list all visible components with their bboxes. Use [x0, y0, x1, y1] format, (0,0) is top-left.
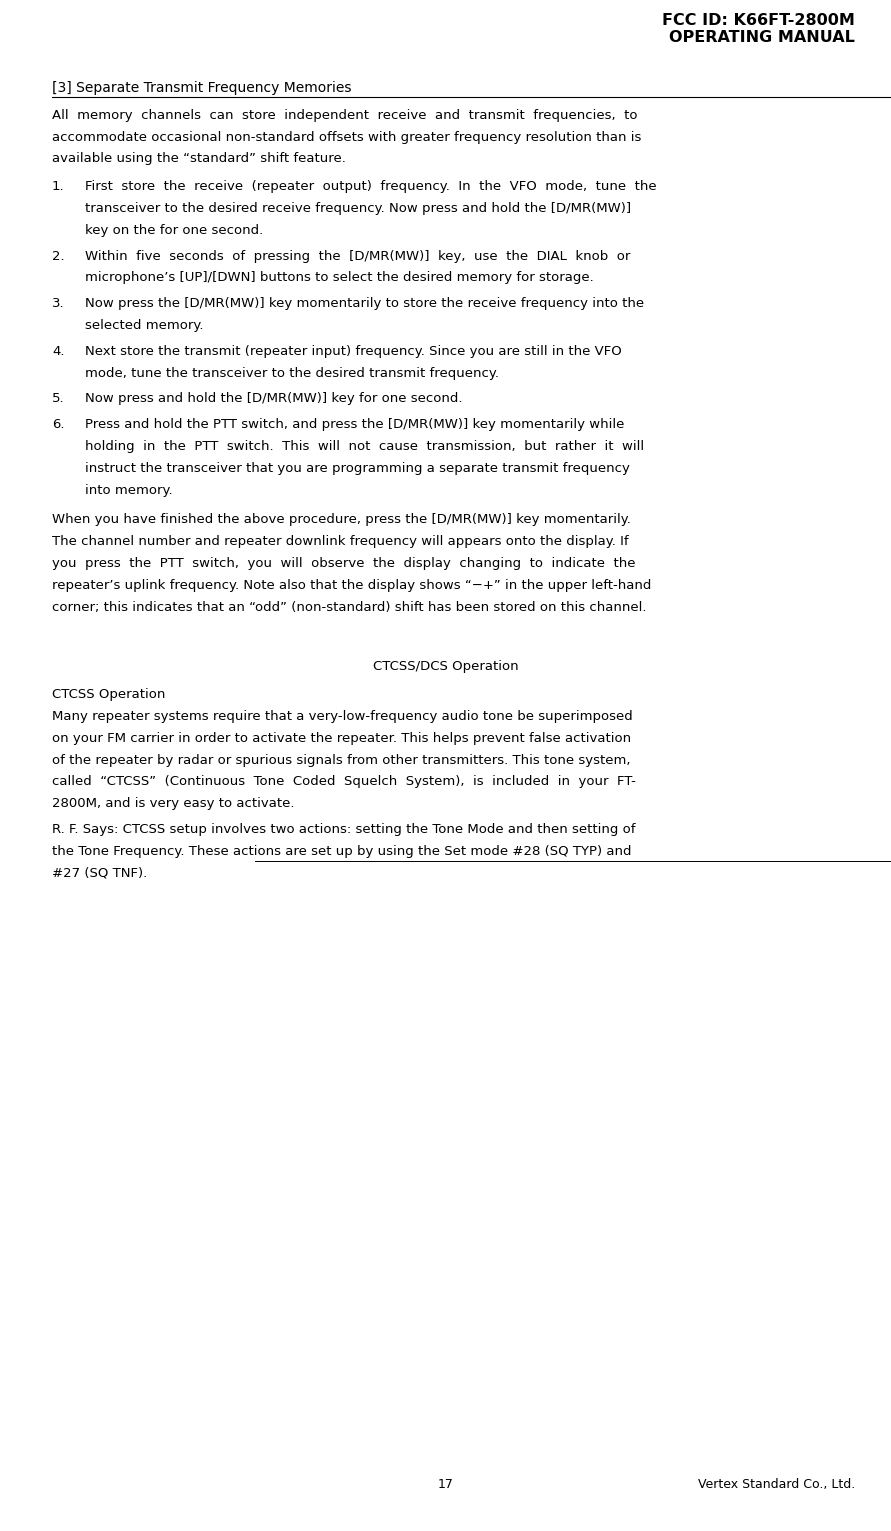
Text: instruct the transceiver that you are programming a separate transmit frequency: instruct the transceiver that you are pr…	[85, 462, 630, 475]
Text: Within  five  seconds  of  pressing  the  [D/MR(MW)]  key,  use  the  DIAL  knob: Within five seconds of pressing the [D/M…	[85, 250, 630, 263]
Text: First  store  the  receive  (repeater  output)  frequency.  In  the  VFO  mode, : First store the receive (repeater output…	[85, 181, 657, 193]
Text: microphone’s [UP]/[DWN] buttons to select the desired memory for storage.: microphone’s [UP]/[DWN] buttons to selec…	[85, 271, 593, 285]
Text: corner; this indicates that an “odd” (non-standard) shift has been stored on thi: corner; this indicates that an “odd” (no…	[52, 600, 647, 614]
Text: All  memory  channels  can  store  independent  receive  and  transmit  frequenc: All memory channels can store independen…	[52, 109, 637, 122]
Text: into memory.: into memory.	[85, 484, 173, 496]
Text: selected memory.: selected memory.	[85, 318, 203, 332]
Text: available using the “standard” shift feature.: available using the “standard” shift fea…	[52, 153, 346, 165]
Text: [3] Separate Transmit Frequency Memories: [3] Separate Transmit Frequency Memories	[52, 81, 352, 95]
Text: repeater’s uplink frequency. Note also that the display shows “−+” in the upper : repeater’s uplink frequency. Note also t…	[52, 579, 651, 592]
Text: called  “CTCSS”  (Continuous  Tone  Coded  Squelch  System),  is  included  in  : called “CTCSS” (Continuous Tone Coded Sq…	[52, 775, 636, 788]
Text: 3.: 3.	[52, 297, 65, 311]
Text: 5.: 5.	[52, 392, 65, 406]
Text: Vertex Standard Co., Ltd.: Vertex Standard Co., Ltd.	[698, 1477, 855, 1491]
Text: transceiver to the desired receive frequency. Now press and hold the [D/MR(MW)]: transceiver to the desired receive frequ…	[85, 202, 631, 214]
Text: the Tone Frequency. These actions are set up by using the Set mode #28 (SQ TYP) : the Tone Frequency. These actions are se…	[52, 845, 632, 857]
Text: Next store the transmit (repeater input) frequency. Since you are still in the V: Next store the transmit (repeater input)…	[85, 344, 622, 358]
Text: 1.: 1.	[52, 181, 65, 193]
Text: mode, tune the transceiver to the desired transmit frequency.: mode, tune the transceiver to the desire…	[85, 366, 499, 380]
Text: key on the for one second.: key on the for one second.	[85, 224, 263, 237]
Text: Press and hold the PTT switch, and press the [D/MR(MW)] key momentarily while: Press and hold the PTT switch, and press…	[85, 418, 625, 432]
Text: 17: 17	[437, 1477, 454, 1491]
Text: 6.: 6.	[52, 418, 64, 432]
Text: OPERATING MANUAL: OPERATING MANUAL	[669, 31, 855, 44]
Text: 2800M, and is very easy to activate.: 2800M, and is very easy to activate.	[52, 798, 295, 810]
Text: 4.: 4.	[52, 344, 64, 358]
Text: FCC ID: K66FT-2800M: FCC ID: K66FT-2800M	[662, 12, 855, 28]
Text: Now press and hold the [D/MR(MW)] key for one second.: Now press and hold the [D/MR(MW)] key fo…	[85, 392, 462, 406]
Text: CTCSS Operation: CTCSS Operation	[52, 689, 166, 701]
Text: R. F. Says: CTCSS setup involves two actions: setting the Tone Mode and then set: R. F. Says: CTCSS setup involves two act…	[52, 824, 635, 836]
Text: of the repeater by radar or spurious signals from other transmitters. This tone : of the repeater by radar or spurious sig…	[52, 753, 631, 767]
Text: #27 (SQ TNF).: #27 (SQ TNF).	[52, 867, 147, 880]
Text: When you have finished the above procedure, press the [D/MR(MW)] key momentarily: When you have finished the above procedu…	[52, 513, 631, 527]
Text: The channel number and repeater downlink frequency will appears onto the display: The channel number and repeater downlink…	[52, 536, 629, 548]
Text: accommodate occasional non-standard offsets with greater frequency resolution th: accommodate occasional non-standard offs…	[52, 130, 642, 144]
Text: 2.: 2.	[52, 250, 65, 263]
Text: you  press  the  PTT  switch,  you  will  observe  the  display  changing  to  i: you press the PTT switch, you will obser…	[52, 557, 635, 570]
Text: CTCSS/DCS Operation: CTCSS/DCS Operation	[372, 660, 519, 674]
Text: on your FM carrier in order to activate the repeater. This helps prevent false a: on your FM carrier in order to activate …	[52, 732, 631, 744]
Text: holding  in  the  PTT  switch.  This  will  not  cause  transmission,  but  rath: holding in the PTT switch. This will not…	[85, 439, 644, 453]
Text: Now press the [D/MR(MW)] key momentarily to store the receive frequency into the: Now press the [D/MR(MW)] key momentarily…	[85, 297, 644, 311]
Text: Many repeater systems require that a very-low-frequency audio tone be superimpos: Many repeater systems require that a ver…	[52, 710, 633, 723]
